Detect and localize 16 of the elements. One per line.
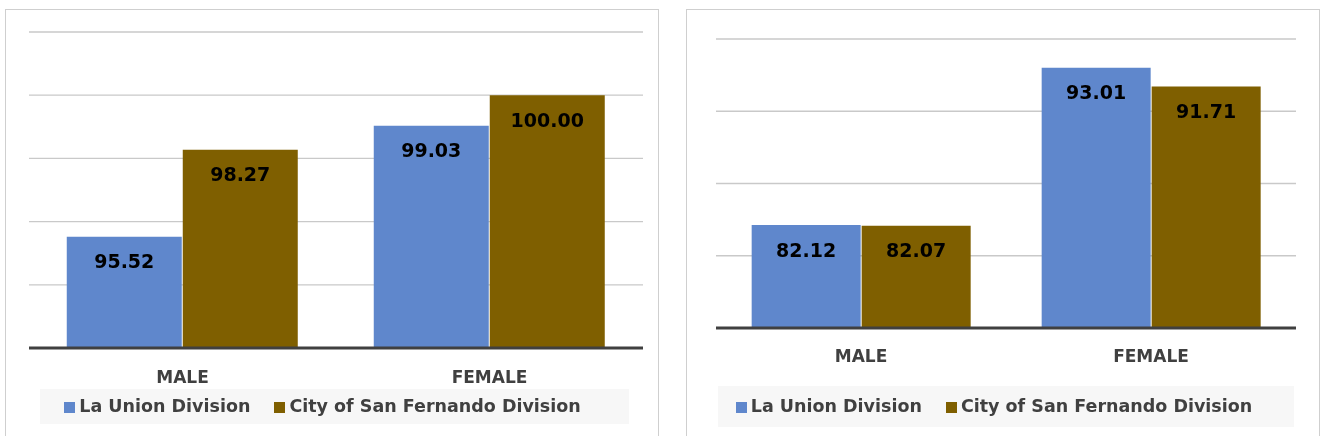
data-label: 98.27 [210, 163, 271, 186]
data-label: 99.03 [401, 139, 462, 162]
data-label: 82.07 [886, 239, 947, 262]
x-tick-label: FEMALE [1113, 346, 1189, 367]
data-label: 100.00 [510, 108, 584, 131]
legend-label: City of San Fernando Division [289, 396, 581, 416]
legend-label: La Union Division [79, 396, 251, 416]
legend-label: City of San Fernando Division [960, 396, 1253, 416]
data-label: 95.52 [94, 250, 155, 273]
x-tick-label: MALE [156, 367, 209, 388]
x-tick-label: FEMALE [451, 367, 528, 388]
data-label: 93.01 [1066, 81, 1127, 104]
legend-label: La Union Division [750, 396, 922, 416]
data-label: 91.71 [1176, 100, 1237, 123]
x-tick-label: MALE [834, 346, 888, 367]
data-label: 82.12 [776, 238, 837, 261]
